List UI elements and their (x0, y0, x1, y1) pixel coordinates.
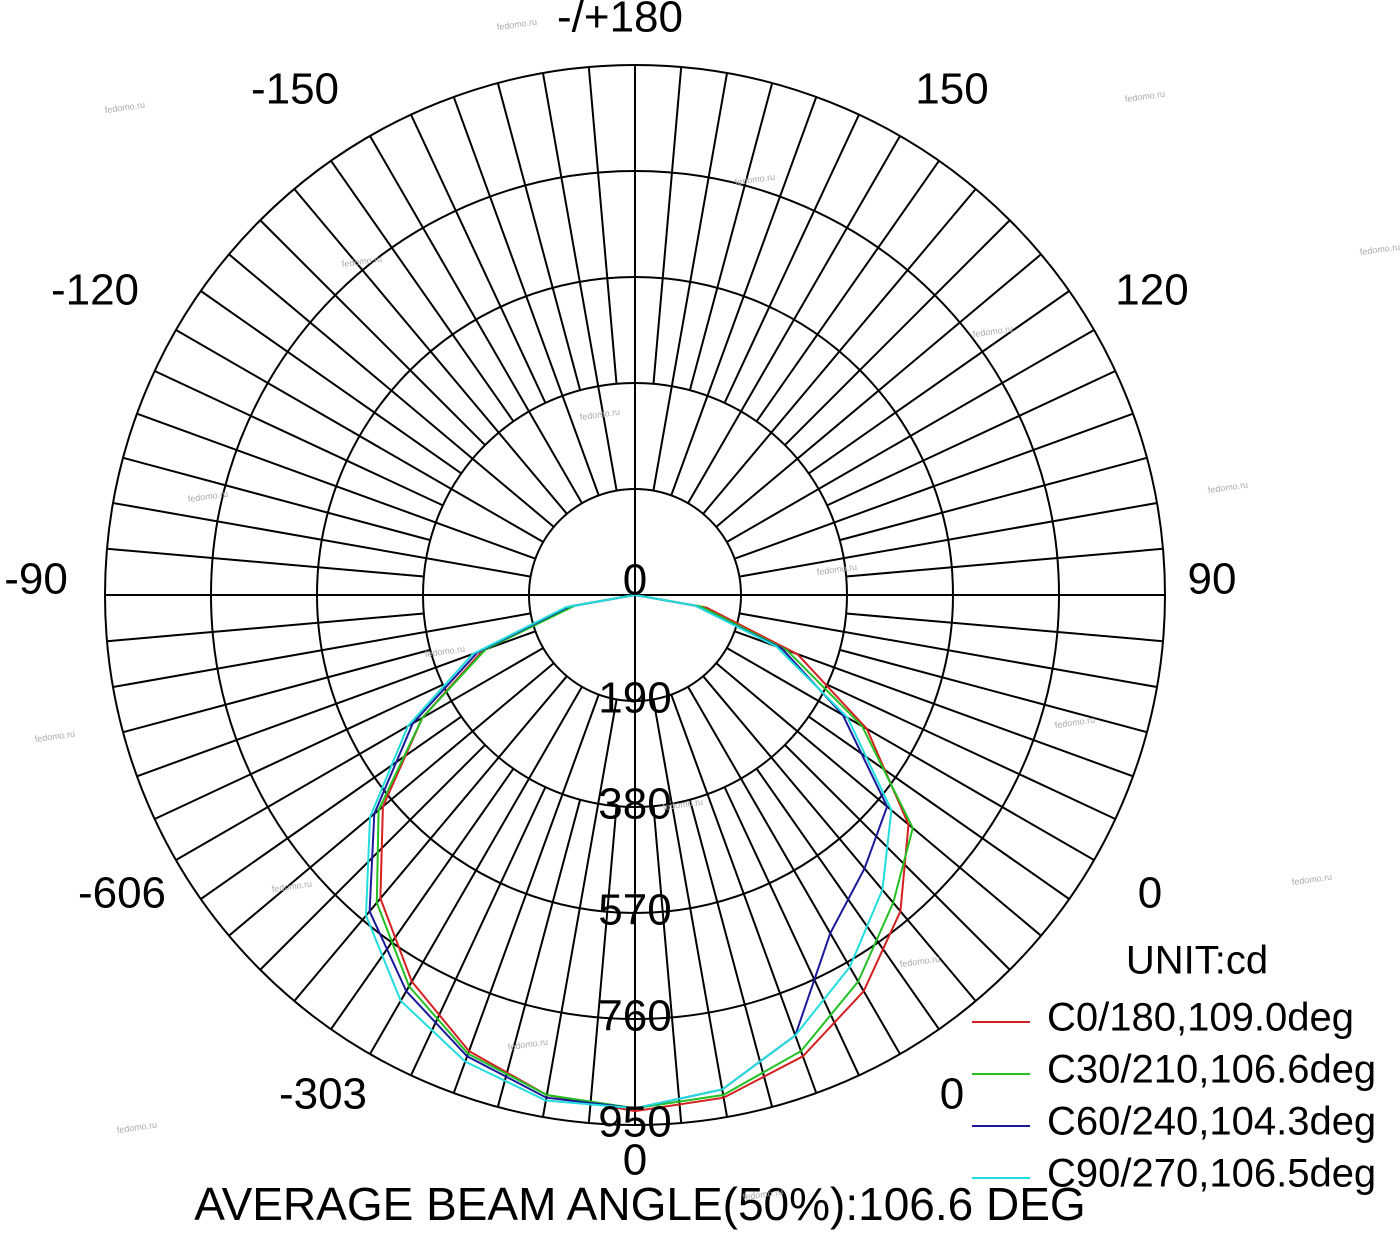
watermark: fedomo.ru (734, 172, 776, 188)
spoke (200, 290, 462, 475)
spoke (496, 799, 582, 1108)
angle-label: 150 (915, 65, 988, 114)
legend-label: C30/210,106.6deg (1047, 1048, 1376, 1092)
unit-label: UNIT:cd (1126, 939, 1268, 983)
series-line (364, 594, 893, 1110)
angle-label: 0 (940, 1070, 964, 1119)
spoke (688, 82, 774, 391)
r-tick-label: 950 (598, 1098, 671, 1147)
watermark: fedomo.ru (1359, 242, 1400, 258)
grid-ring (528, 488, 742, 702)
spoke (826, 370, 1116, 507)
spoke (259, 219, 486, 446)
spoke (839, 456, 1148, 542)
chart-title: AVERAGE BEAM ANGLE(50%):106.6 DEG (194, 1178, 1085, 1230)
spoke (496, 82, 582, 391)
spoke (826, 683, 1116, 820)
spoke (154, 683, 444, 820)
grid (104, 64, 1166, 1126)
r-tick-label: 760 (598, 992, 671, 1041)
angle-label: -/+180 (557, 0, 683, 42)
spoke (330, 768, 515, 1030)
angle-label: -120 (51, 266, 139, 315)
spoke (122, 456, 431, 542)
legend-label: C90/270,106.5deg (1047, 1152, 1376, 1196)
angle-label: -606 (78, 869, 166, 918)
spoke (846, 612, 1164, 643)
angle-label: 0 (1138, 869, 1162, 918)
angle-label: 120 (1115, 266, 1188, 315)
watermark: fedomo.ru (816, 562, 858, 578)
spoke (808, 290, 1070, 475)
watermark: fedomo.ru (899, 954, 941, 970)
watermark: fedomo.ru (972, 324, 1014, 340)
angle-label: 90 (1188, 555, 1237, 604)
watermark: fedomo.ru (34, 729, 76, 745)
watermark: fedomo.ru (424, 644, 466, 660)
watermark: fedomo.ru (341, 254, 383, 270)
spoke (587, 66, 618, 384)
r-tick-label: 0 (623, 556, 647, 605)
spoke (723, 786, 860, 1076)
r-tick-label: 570 (598, 886, 671, 935)
grid-ring (422, 382, 848, 808)
grid-ring (316, 276, 954, 914)
spoke (154, 370, 444, 507)
watermark: fedomo.ru (1124, 89, 1166, 105)
spoke (755, 160, 940, 422)
watermark: fedomo.ru (1291, 872, 1333, 888)
watermark: fedomo.ru (104, 100, 146, 116)
spoke (200, 715, 462, 900)
spoke (723, 114, 860, 404)
legend-label: C60/240,104.3deg (1047, 1100, 1376, 1144)
watermark: fedomo.ru (116, 1120, 158, 1136)
watermark: fedomo.ru (496, 17, 538, 33)
spoke (839, 648, 1148, 734)
spoke (106, 547, 424, 578)
watermark: fedomo.ru (1207, 480, 1249, 496)
spoke (410, 786, 547, 1076)
r-tick-label: 380 (598, 780, 671, 829)
spoke (784, 744, 1011, 971)
spoke (808, 715, 1070, 900)
watermark: fedomo.ru (507, 1037, 549, 1053)
grid-ring (210, 170, 1060, 1020)
watermark: fedomo.ru (271, 879, 313, 895)
spoke (410, 114, 547, 404)
angle-label: 0 (623, 1136, 647, 1185)
angle-label: -150 (251, 65, 339, 114)
spoke (652, 66, 683, 384)
legend-label: C0/180,109.0deg (1047, 996, 1354, 1040)
spoke (106, 612, 424, 643)
watermark: fedomo.ru (1054, 715, 1096, 731)
angle-label: -90 (4, 555, 68, 604)
spoke (846, 547, 1164, 578)
watermark: fedomo.ru (187, 489, 229, 505)
spoke (587, 806, 618, 1124)
spoke (652, 806, 683, 1124)
angle-label: -303 (279, 1070, 367, 1119)
grid-ring (104, 64, 1166, 1126)
spoke (784, 219, 1011, 446)
r-tick-label: 190 (598, 674, 671, 723)
spoke (688, 799, 774, 1108)
watermark: fedomo.ru (579, 407, 621, 423)
spoke (330, 160, 515, 422)
spoke (122, 648, 431, 734)
